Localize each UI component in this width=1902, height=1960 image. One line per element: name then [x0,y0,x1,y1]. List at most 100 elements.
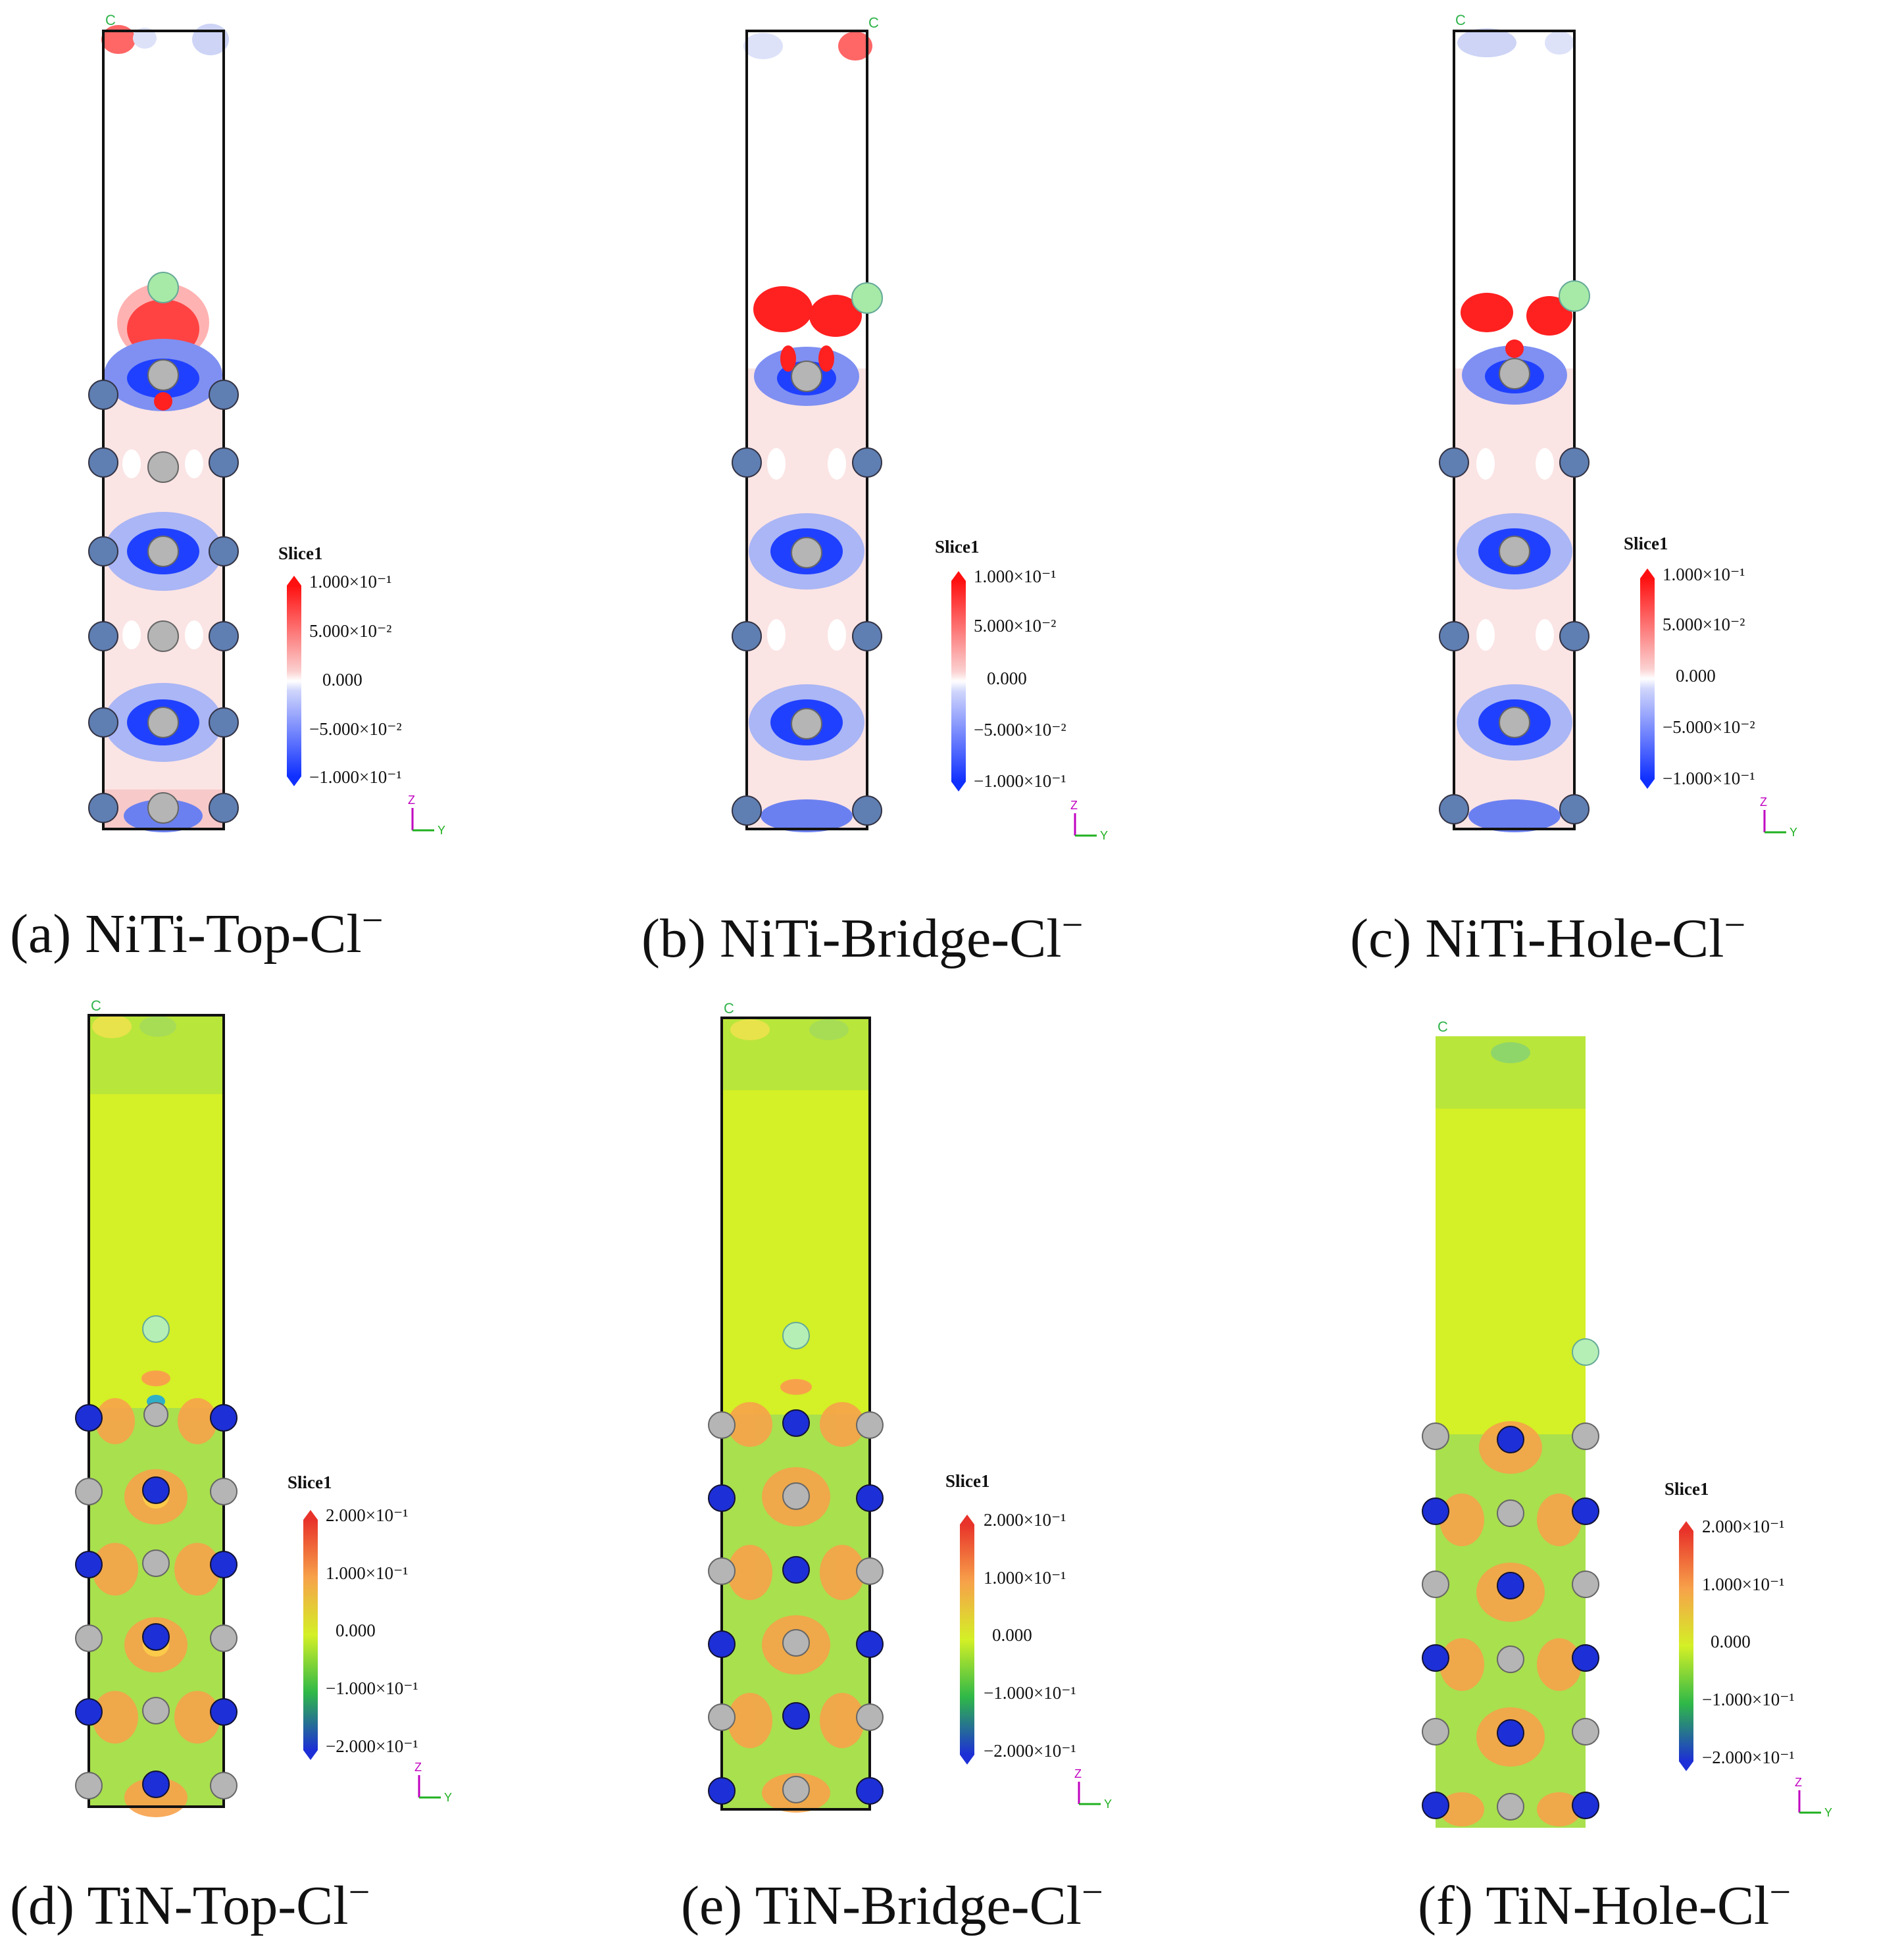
titanium-atom [142,1549,170,1577]
color-legend-b: Slice1 1.000×10⁻¹ 5.000×10⁻² 0.000 −5.00… [935,537,1066,792]
legend-tick: −1.000×10⁻¹ [1702,1690,1795,1709]
titanium-atom [791,708,822,740]
nickel-atom [852,621,882,651]
legend-tick: 2.000×10⁻¹ [1702,1517,1784,1536]
nitrogen-atom [210,1404,238,1432]
nitrogen-atom [75,1404,103,1432]
titanium-atom [147,792,179,824]
titanium-atom [856,1703,884,1731]
titanium-atom [1422,1422,1449,1450]
z-axis-label: Z [1074,1767,1082,1780]
legend-tick: 0.000 [987,668,1027,688]
caption-label: (c) [1350,908,1412,969]
nitrogen-atom [210,1698,238,1726]
color-scale-bar [1640,578,1655,779]
nickel-atom [732,795,762,826]
nitrogen-atom [856,1777,884,1805]
z-axis-label: Z [1760,795,1767,809]
caption-title: NiTi-Top-Cl [85,903,362,965]
chlorine-atom [147,272,179,303]
titanium-atom [708,1703,736,1731]
legend-title: Slice1 [278,543,323,563]
legend-tick: −1.000×10⁻¹ [1663,768,1755,788]
atoms-d [75,1315,238,1799]
nitrogen-atom [142,1771,170,1798]
legend-tick: −5.000×10⁻² [309,719,402,739]
legend-tick: 2.000×10⁻¹ [326,1505,408,1525]
titanium-atom [856,1557,884,1585]
nitrogen-atom [75,1551,103,1578]
chlorine-atom [142,1315,170,1343]
titanium-atom [147,707,179,738]
caption-title: TiN-Top-Cl [87,1875,349,1936]
caption-label: (e) [681,1875,743,1936]
y-axis-label: Y [444,1791,452,1804]
slice-plot-a: C Slice1 1.000×10⁻¹ 5.000×10⁻² 0.000 −5.… [88,12,445,837]
chlorine-atom [1559,280,1590,312]
legend-tick: 2.000×10⁻¹ [984,1510,1066,1530]
titanium-atom [147,359,179,391]
nickel-atom [732,621,762,651]
legend-tick: 1.000×10⁻¹ [984,1568,1066,1588]
slice-plot-e: C Slice1 2.000×10⁻¹ 1.000×10⁻¹ 0.000 −1.… [708,1000,1112,1813]
chlorine-atom [1572,1338,1599,1366]
titanium-atom [210,1478,238,1505]
nitrogen-atom [1572,1792,1599,1819]
legend-tick: −2.000×10⁻¹ [984,1741,1076,1761]
nickel-atom [209,793,239,823]
cell-axis-label: C [1438,1018,1448,1035]
legend-tick: 0.000 [322,670,363,690]
nickel-atom [732,447,762,478]
axis-triad-d: Z Y [414,1761,452,1804]
color-legend-c: Slice1 1.000×10⁻¹ 5.000×10⁻² 0.000 −5.00… [1624,534,1755,789]
caption-f: (f) TiN-Hole-Cl− [1418,1873,1791,1934]
panel-a: C Slice1 1.000×10⁻¹ 5.000×10⁻² 0.000 −5.… [0,0,632,1000]
nitrogen-atom [210,1551,238,1578]
z-axis-label: Z [1070,799,1078,812]
titanium-atom [147,451,179,483]
nitrogen-atom [708,1630,736,1658]
legend-title: Slice1 [935,537,980,557]
cell-axis-label: C [724,1000,734,1017]
titanium-atom [1422,1718,1449,1746]
legend-tick: 5.000×10⁻² [309,621,391,641]
nitrogen-atom [1497,1426,1524,1453]
legend-tick: −5.000×10⁻² [1663,717,1755,737]
y-axis-label: Y [1789,826,1797,839]
legend-tick: 1.000×10⁻¹ [309,572,391,591]
legend-tick: −5.000×10⁻² [974,720,1066,740]
axis-triad-e: Z Y [1074,1767,1112,1811]
nitrogen-atom [782,1556,810,1584]
titanium-atom [1499,707,1530,738]
nitrogen-atom [708,1777,736,1805]
nickel-atom [852,447,882,478]
legend-tick: 1.000×10⁻¹ [326,1563,408,1583]
panel-e: C Slice1 2.000×10⁻¹ 1.000×10⁻¹ 0.000 −1.… [632,987,1289,1960]
legend-tick: 0.000 [1676,666,1716,686]
color-scale-bar [287,586,301,776]
nitrogen-atom [75,1698,103,1726]
atoms-a [88,272,239,824]
caption-label: (b) [641,908,706,969]
titanium-atom [147,620,179,652]
legend-tick: 0.000 [336,1621,376,1640]
color-scale-bar [1679,1531,1693,1761]
nitrogen-atom [708,1484,736,1512]
legend-tick: 5.000×10⁻² [1663,615,1745,634]
caption-label: (a) [10,903,72,965]
legend-tick: 1.000×10⁻¹ [974,566,1056,586]
cell-axis-label: C [91,997,101,1014]
titanium-atom [1422,1571,1449,1598]
titanium-atom [1497,1499,1524,1527]
legend-tick: −1.000×10⁻¹ [326,1678,418,1698]
color-scale-bar [951,581,966,782]
titanium-atom [791,537,822,568]
legend-tick: −2.000×10⁻¹ [1702,1747,1795,1767]
nitrogen-atom [1572,1644,1599,1672]
legend-tick: −1.000×10⁻¹ [984,1683,1076,1703]
legend-title: Slice1 [288,1472,332,1492]
nickel-atom [209,707,239,738]
chlorine-atom [782,1322,810,1349]
cell-axis-label: C [105,12,116,28]
titanium-atom [1497,1793,1524,1821]
